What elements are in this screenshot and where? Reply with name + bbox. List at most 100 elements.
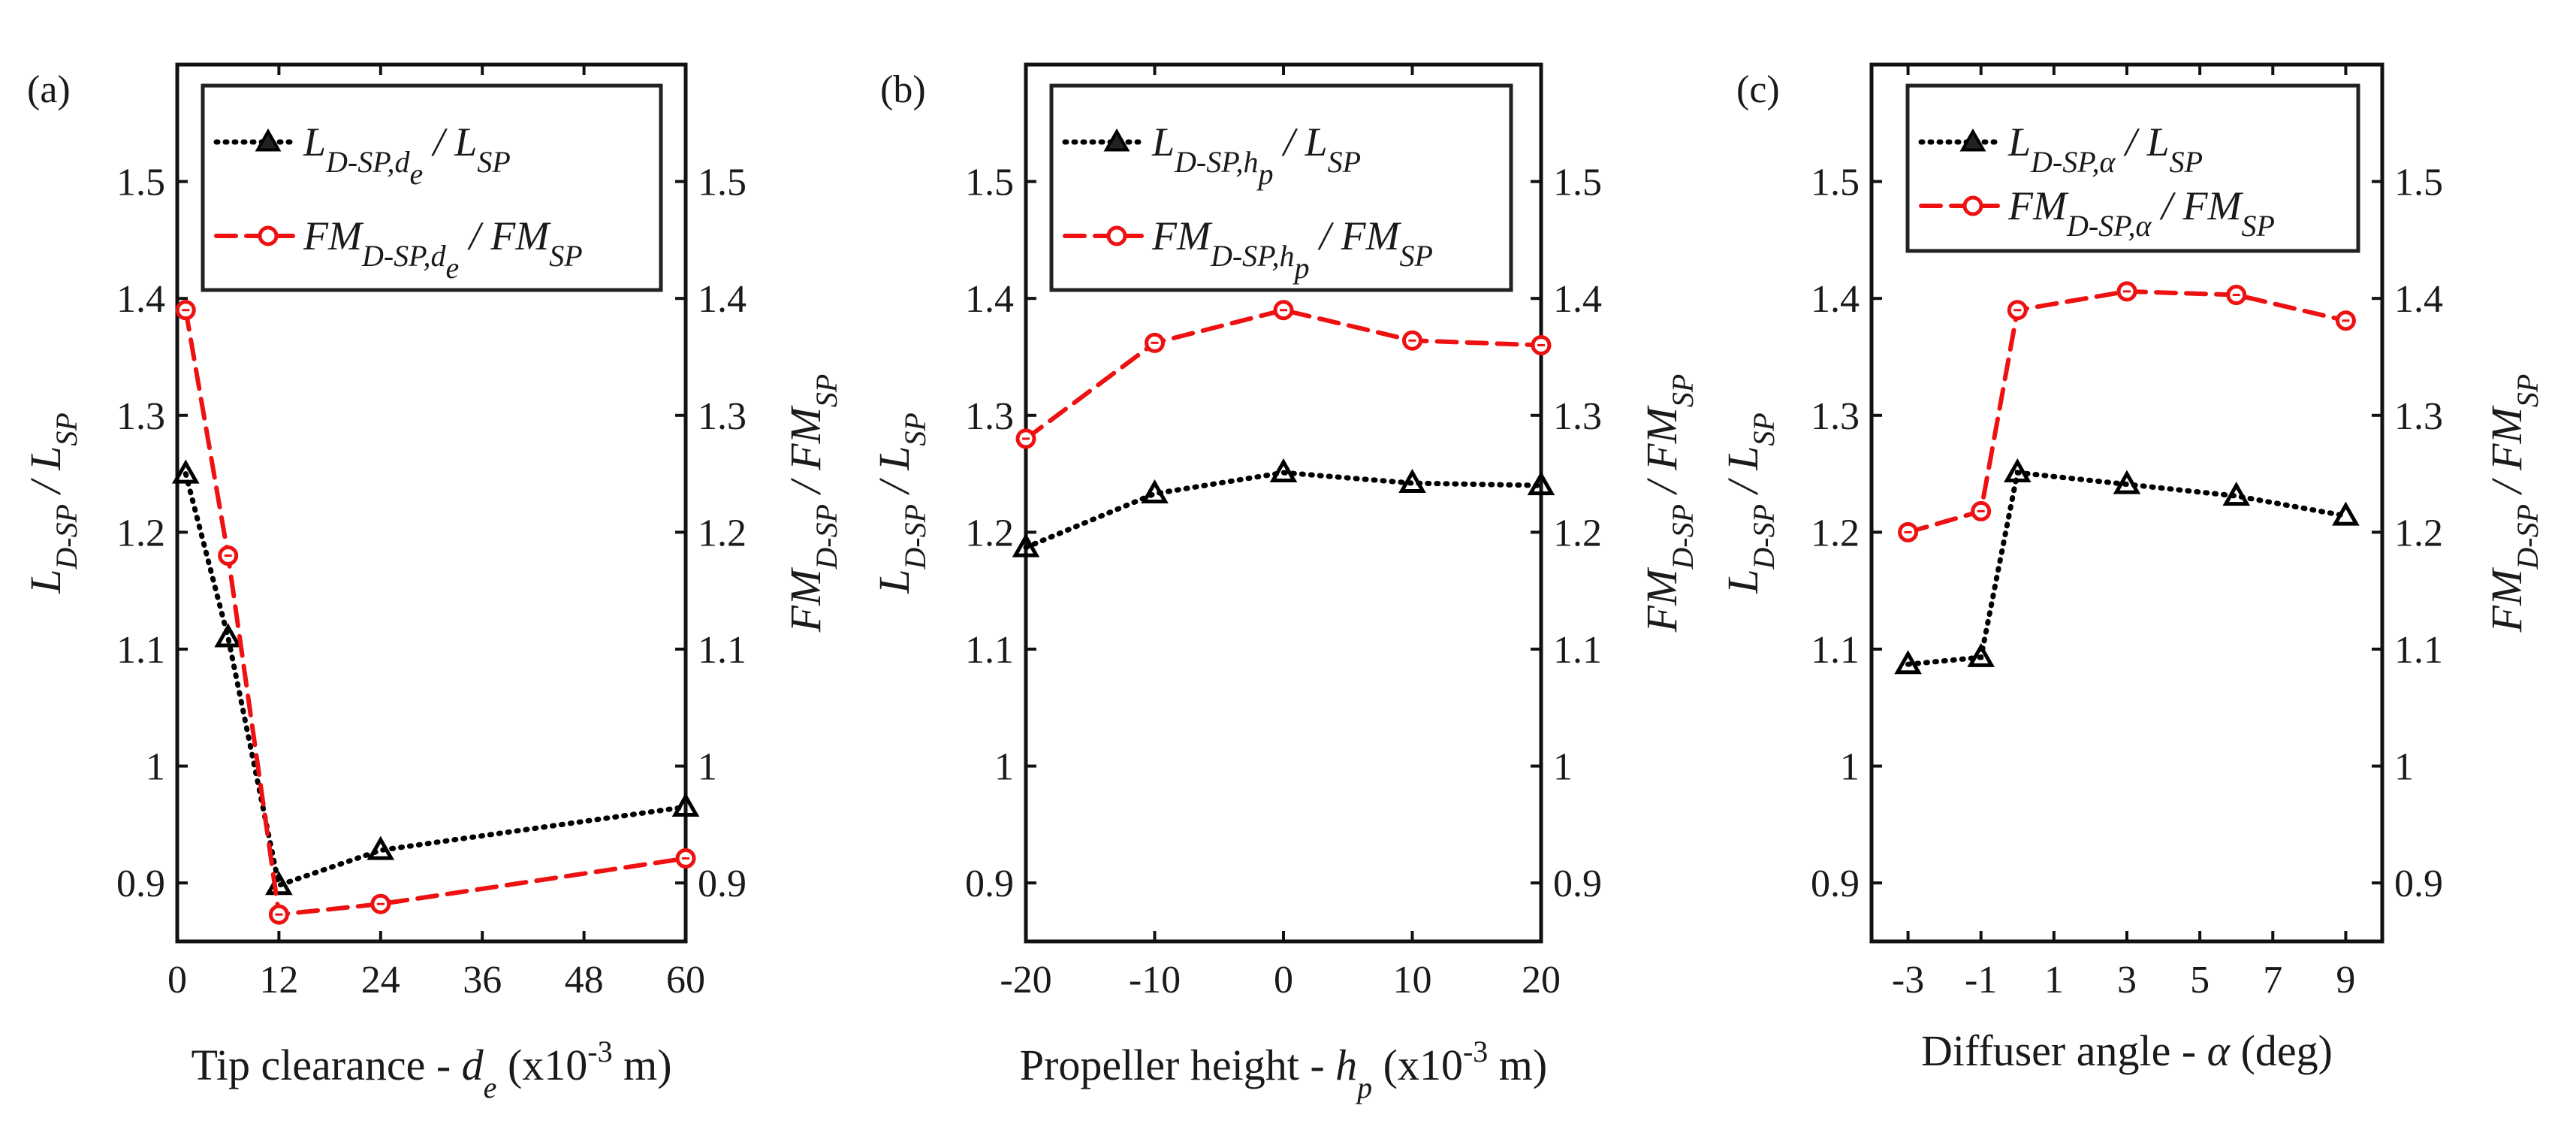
y-tick-label-right: 1.3	[698, 395, 747, 438]
right-y-axis-label: FMD-SP / FMSP	[781, 374, 843, 633]
y-tick-label: 1.4	[1811, 278, 1860, 321]
data-point-triangle	[1398, 469, 1426, 494]
x-tick-label: 7	[2263, 959, 2282, 1002]
series-line-fm-ratio	[1905, 289, 2348, 535]
y-tick-label: 1	[1840, 746, 1860, 789]
legend-label: FMD-SP,de / FMSP	[303, 213, 583, 285]
y-tick-label: 1.1	[116, 629, 165, 672]
panel-letter: (c)	[1736, 68, 1780, 111]
y-tick-label-right: 0.9	[698, 863, 747, 905]
chart-panel-c: 0.9 0.9 1 1 1.1 1.1 1.2 1.2 1.3 1.3 1.4 1.4 1.5 1.5 -3…	[1718, 62, 2544, 1075]
y-tick-label-right: 1.2	[698, 512, 747, 554]
legend-marker-triangle	[255, 128, 282, 152]
legend-label: LD-SP,de / LSP	[303, 119, 511, 191]
y-tick-label-right: 0.9	[2394, 863, 2443, 905]
left-y-axis-label: LD-SP / LSP	[870, 412, 932, 594]
y-tick-label: 1	[994, 746, 1014, 789]
x-tick-label: 0	[1274, 959, 1293, 1002]
y-tick-label: 1.3	[965, 395, 1014, 438]
x-tick-label: -10	[1129, 959, 1181, 1002]
y-tick-label: 1.2	[965, 512, 1014, 554]
x-tick-label: 12	[259, 959, 298, 1002]
series-line-lift-ratio	[182, 471, 689, 889]
y-tick-label-right: 1.3	[1553, 395, 1602, 438]
legend-label: FMD-SP,hp / FMSP	[1151, 213, 1433, 285]
y-tick-label-right: 1.1	[698, 629, 747, 672]
x-tick-label: 20	[1522, 959, 1561, 1002]
x-axis-label: Diffuser angle - α (deg)	[1921, 1026, 2333, 1075]
x-tick-label: 60	[666, 959, 705, 1002]
y-tick-label-right: 1	[2394, 746, 2414, 789]
y-tick-label: 1.1	[1811, 629, 1860, 672]
legend: LD-SP,de / LSP FMD-SP,de / FMSP	[201, 83, 663, 292]
legend-marker-circle	[258, 225, 279, 246]
x-axis-label: Propeller height - hp (x10-3 m)	[1020, 1035, 1547, 1104]
legend-marker-circle	[1962, 195, 1983, 216]
y-tick-label-right: 1.4	[1553, 278, 1602, 321]
y-tick-label: 1.1	[965, 629, 1014, 672]
legend-label: LD-SP,hp / LSP	[1151, 119, 1361, 191]
data-point-triangle	[2332, 501, 2360, 526]
x-tick-label: 10	[1393, 959, 1432, 1002]
data-point-triangle	[1967, 642, 1995, 667]
x-axis-label: Tip clearance - de (x10-3 m)	[191, 1035, 671, 1104]
legend-box	[1905, 83, 2360, 253]
right-y-axis-label: FMD-SP / FMSP	[1637, 374, 1700, 633]
legend-box	[1049, 83, 1513, 292]
x-tick-label: 1	[2044, 959, 2064, 1002]
y-tick-label-right: 1.1	[1553, 629, 1602, 672]
data-point-triangle	[1527, 471, 1555, 496]
x-tick-label: 24	[361, 959, 400, 1002]
axes-frame	[175, 62, 688, 944]
left-y-axis-label: LD-SP / LSP	[1718, 412, 1781, 594]
legend-marker-circle	[1106, 225, 1127, 246]
y-tick-label: 1.2	[116, 512, 165, 554]
data-point-triangle	[1894, 650, 1922, 675]
series-line-fm-ratio	[183, 307, 688, 917]
x-tick-label: 48	[565, 959, 604, 1002]
series-line-lift-ratio	[1023, 470, 1544, 551]
y-tick-label: 1.5	[1811, 162, 1860, 204]
right-y-axis-label: FMD-SP / FMSP	[2482, 374, 2544, 633]
series-line-fm-ratio	[1024, 307, 1543, 441]
y-tick-label-right: 1.4	[2394, 278, 2443, 321]
y-tick-label: 1	[146, 746, 165, 789]
x-tick-label: 0	[167, 959, 187, 1002]
legend-marker-triangle	[1103, 128, 1130, 152]
y-tick-label: 1.3	[1811, 395, 1860, 438]
data-point-triangle	[671, 793, 700, 817]
data-point-triangle	[214, 623, 243, 648]
data-point-triangle	[1012, 533, 1040, 557]
x-tick-label: -3	[1892, 959, 1924, 1002]
panel-letter: (b)	[880, 68, 926, 111]
y-tick-label: 1.4	[116, 278, 165, 321]
panel-letter: (a)	[27, 68, 71, 111]
y-tick-label: 1.3	[116, 395, 165, 438]
y-tick-label: 1.5	[965, 162, 1014, 204]
data-point-triangle	[2113, 470, 2141, 494]
data-point-triangle	[1141, 479, 1169, 504]
legend-label: FMD-SP,α / FMSP	[2007, 183, 2275, 243]
y-tick-label-right: 1	[698, 746, 717, 789]
y-tick-label-right: 1	[1553, 746, 1573, 789]
y-tick-label-right: 1.2	[2394, 512, 2443, 554]
y-tick-label-right: 1.5	[698, 162, 747, 204]
series-line-lift-ratio	[1905, 470, 2348, 667]
y-tick-label-right: 1.3	[2394, 395, 2443, 438]
chart-panel-a: 0.9 0.9 1 1 1.1 1.1 1.2 1.2 1.3 1.3 1.4 1.4 1.5 1.5 0 1…	[21, 62, 843, 1104]
legend: LD-SP,hp / LSP FMD-SP,hp / FMSP	[1049, 83, 1513, 292]
y-tick-label-right: 1.5	[2394, 162, 2443, 204]
chart-panel-b: 0.9 0.9 1 1 1.1 1.1 1.2 1.2 1.3 1.3 1.4 1.4 1.5 1.5 -2…	[870, 62, 1700, 1104]
legend-marker-triangle	[1959, 128, 1986, 152]
legend-box	[201, 83, 663, 292]
y-tick-label-right: 1.5	[1553, 162, 1602, 204]
y-tick-label: 0.9	[116, 863, 165, 905]
data-point-triangle	[171, 459, 200, 484]
y-tick-label-right: 1.1	[2394, 629, 2443, 672]
data-point-triangle	[2003, 458, 2032, 483]
x-tick-label: -1	[1965, 959, 1997, 1002]
x-tick-label: 5	[2190, 959, 2210, 1002]
x-tick-label: 3	[2117, 959, 2137, 1002]
y-tick-label: 1.5	[116, 162, 165, 204]
